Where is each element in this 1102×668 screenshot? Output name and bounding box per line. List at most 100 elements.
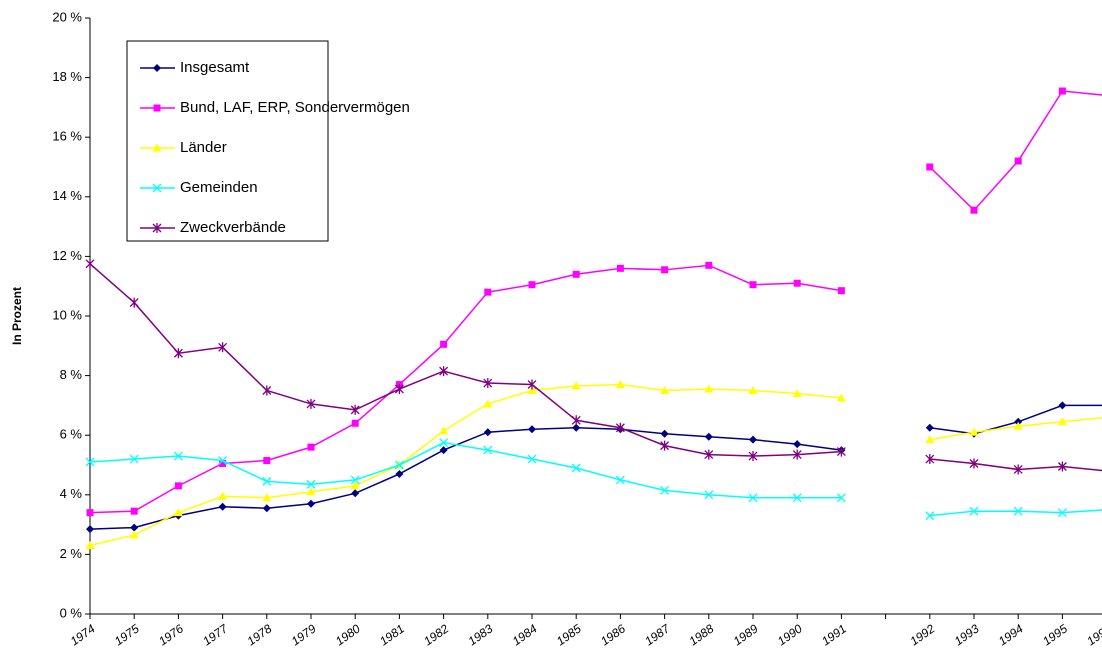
marker [218,456,228,465]
marker [836,393,846,402]
marker [571,381,581,390]
marker [571,463,581,473]
marker [925,435,935,444]
marker [173,451,183,461]
marker [85,540,95,549]
y-tick-label: 2 % [60,546,83,561]
marker [792,449,802,460]
marker [130,523,139,532]
y-tick-label: 4 % [60,486,83,501]
marker [528,281,536,289]
marker [792,388,802,397]
marker [306,479,316,489]
marker [660,386,670,394]
marker [705,261,713,269]
marker [129,454,139,464]
marker [1058,401,1067,410]
marker [527,454,537,464]
marker [528,425,536,434]
marker [925,511,935,521]
marker [440,340,448,348]
marker [704,449,714,460]
marker [615,475,625,485]
legend-marker [152,223,162,233]
marker [307,443,315,451]
marker [792,493,802,503]
marker [218,502,227,511]
marker [484,288,492,296]
y-tick-label: 8 % [60,367,83,382]
marker [130,507,138,515]
marker [307,499,315,508]
marker [748,451,758,462]
marker [218,491,228,500]
marker [925,423,934,432]
marker [793,440,802,449]
marker [749,435,757,444]
y-tick-label: 12 % [52,248,82,263]
marker [704,490,714,500]
legend: Insgesamt Bund, LAF, ERP, Sondervermögen L… [126,40,410,242]
legend-marker [153,64,161,72]
marker [350,481,360,490]
marker [660,440,670,451]
marker [969,506,979,516]
marker [572,270,580,278]
marker [748,386,758,394]
marker [394,384,404,395]
marker [704,432,713,441]
marker [926,163,934,171]
legend-label: Insgesamt [180,59,250,76]
marker [1013,464,1023,475]
marker [86,525,94,534]
marker [836,446,846,457]
marker [1057,461,1067,472]
y-tick-label: 6 % [60,427,83,442]
marker [85,457,95,467]
legend-label: Zweckverbände [180,219,286,236]
y-tick-label: 14 % [52,188,82,203]
legend-label: Bund, LAF, ERP, Sondervermögen [180,99,410,116]
marker [748,493,758,503]
marker [837,287,845,295]
marker [571,415,581,426]
marker [704,384,714,393]
marker [263,457,271,465]
marker [660,429,669,438]
marker [1013,421,1023,430]
marker [615,422,625,433]
legend-marker [153,104,161,112]
legend-marker [152,143,162,152]
marker [572,423,581,432]
marker [174,482,182,490]
y-tick-label: 18 % [52,69,82,84]
marker [970,206,978,214]
marker [439,366,449,377]
marker [527,386,537,394]
marker [395,469,404,478]
marker [1057,508,1067,518]
marker [262,504,271,513]
marker [483,428,492,437]
marker [615,380,625,389]
legend-label: Länder [180,139,227,156]
marker [262,385,272,396]
marker [173,348,183,359]
marker [1013,506,1023,516]
y-tick-label: 0 % [60,605,83,620]
marker [173,508,183,517]
marker [351,419,359,427]
y-tick-label: 16 % [52,129,82,144]
marker [218,342,228,353]
marker [262,476,272,486]
marker [969,458,979,469]
legend-box [126,40,329,242]
marker [86,509,94,517]
marker [351,489,360,498]
marker [969,427,979,436]
legend-marker [152,183,162,193]
marker [439,426,449,435]
marker [219,460,227,468]
marker [836,493,846,503]
